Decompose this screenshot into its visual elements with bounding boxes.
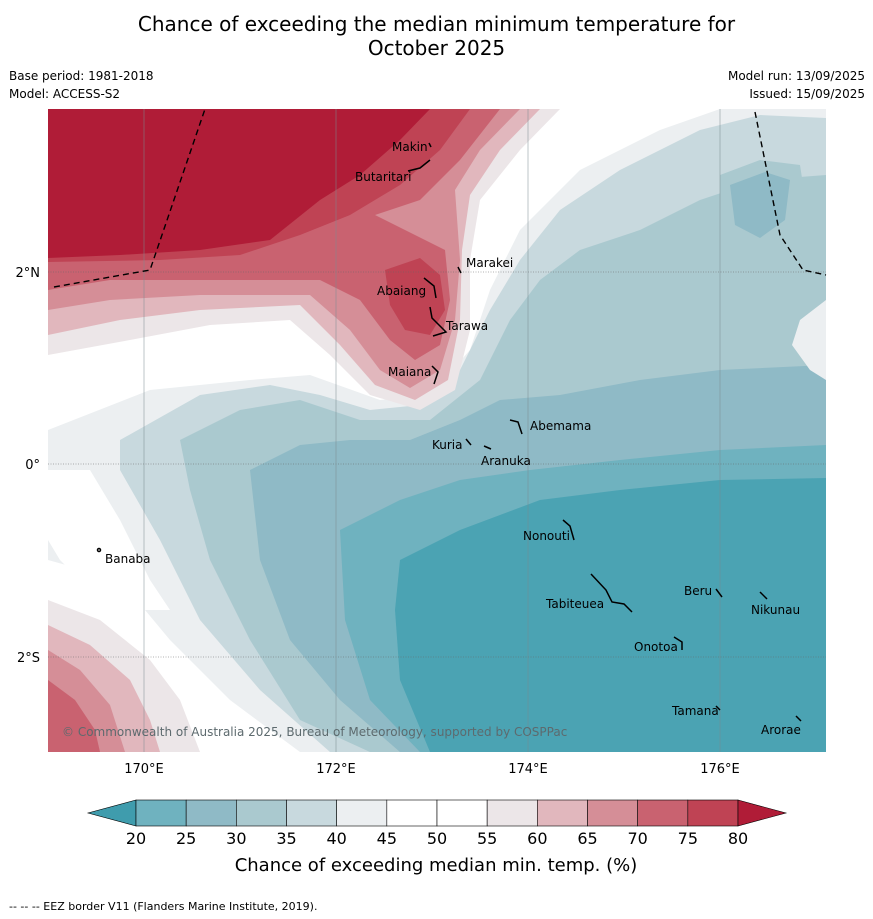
colorbar-bin	[637, 799, 689, 827]
band-lt-20	[395, 478, 826, 752]
island-arorae	[795, 715, 802, 722]
colorbar-tick-label: 40	[326, 829, 346, 848]
model-run: Model run: 13/09/2025	[727, 69, 865, 83]
map-title-line2: October 2025	[367, 36, 506, 60]
colorbar: 20 25 30 35 40 45 50 55 60 65 70 75 80	[86, 799, 788, 848]
island-abaiang	[423, 277, 437, 299]
meta-right: Model run: 13/09/2025 Issued: 15/09/2025	[728, 67, 865, 103]
issued-date: Issued: 15/09/2025	[749, 87, 865, 101]
lon-tick-176: 176°E	[700, 762, 740, 777]
label-abemama: Abemama	[530, 419, 591, 433]
colorbar-tick-label: 35	[276, 829, 296, 848]
colorbar-tick-label: 70	[627, 829, 647, 848]
lon-tick-174: 174°E	[508, 762, 548, 777]
island-maiana	[431, 365, 439, 385]
island-kuria	[465, 438, 472, 446]
label-nonouti: Nonouti	[523, 529, 570, 543]
label-kuria: Kuria	[432, 438, 463, 452]
lon-tick-labels: 170°E 172°E 174°E 176°E	[124, 762, 740, 777]
copyright-notice: © Commonwealth of Australia 2025, Bureau…	[62, 725, 567, 739]
label-tarawa: Tarawa	[445, 319, 488, 333]
label-makin: Makin	[392, 140, 428, 154]
band-gt-80	[48, 109, 430, 258]
colorbar-tick-label: 30	[226, 829, 246, 848]
colorbar-bin	[687, 799, 739, 827]
meridians	[143, 109, 721, 752]
lat-tick-2n: 2°N	[16, 266, 41, 281]
sw-band-70	[48, 680, 100, 752]
eez-footnote: -- -- -- EEZ border V11 (Flanders Marine…	[9, 900, 318, 913]
colorbar-bin	[135, 799, 187, 827]
colorbar-bin	[185, 799, 237, 827]
label-tamana: Tamana	[671, 704, 719, 718]
colorbar-bin	[436, 799, 488, 827]
forecast-field	[48, 109, 826, 752]
island-aranuka	[483, 445, 492, 450]
colorbar-tick-label: 75	[678, 829, 698, 848]
island-abemama	[509, 419, 523, 435]
island-tabiteuea	[590, 573, 633, 613]
map-title-line1: Chance of exceeding the median minimum t…	[137, 12, 736, 36]
map-title: Chance of exceeding the median minimum t…	[0, 12, 873, 60]
colorbar-tick-label: 80	[728, 829, 748, 848]
island-nonouti	[562, 519, 575, 541]
model-name: Model: ACCESS-S2	[9, 87, 121, 101]
island-onotoa	[673, 636, 683, 650]
island-makin	[428, 142, 432, 148]
gridlines	[48, 271, 826, 658]
colorbar-tick-label: 60	[527, 829, 547, 848]
patch-e-white	[792, 300, 826, 380]
west-white	[48, 470, 170, 610]
eez-border	[53, 108, 827, 288]
label-nikunau: Nikunau	[751, 603, 800, 617]
label-marakei: Marakei	[466, 256, 513, 270]
colorbar-tick-label: 50	[427, 829, 447, 848]
label-aranuka: Aranuka	[481, 454, 531, 468]
colorbar-extend-high	[737, 799, 788, 827]
island-tarawa	[429, 306, 448, 337]
colorbar-tick-label: 45	[377, 829, 397, 848]
label-maiana: Maiana	[388, 365, 431, 379]
island-banaba	[96, 547, 102, 553]
colorbar-bin	[486, 799, 538, 827]
colorbar-bin	[537, 799, 588, 827]
label-butaritari: Butaritari	[355, 170, 412, 184]
island-butaritari	[407, 159, 431, 172]
place-labels: Makin Butaritari Marakei Abaiang Tarawa …	[105, 140, 801, 737]
label-onotoa: Onotoa	[634, 640, 678, 654]
colorbar-bin	[587, 799, 638, 827]
island-tamana	[715, 705, 721, 711]
colorbar-extend-low	[86, 799, 137, 827]
colorbar-tick-label: 20	[126, 829, 146, 848]
patch-abaiang-75	[385, 258, 445, 335]
island-nikunau	[759, 591, 768, 600]
base-period: Base period: 1981-2018	[9, 69, 154, 83]
lat-tick-0: 0°	[25, 458, 40, 473]
colorbar-tick-label: 55	[477, 829, 497, 848]
colorbar-tick-label: 25	[176, 829, 196, 848]
lat-tick-labels: 2°N 0° 2°S	[16, 266, 41, 666]
colorbar-label: Chance of exceeding median min. temp. (%…	[235, 855, 638, 876]
lat-tick-2s: 2°S	[17, 651, 40, 666]
islands	[96, 142, 802, 722]
label-banaba: Banaba	[105, 552, 151, 566]
label-beru: Beru	[684, 584, 712, 598]
colorbar-bin	[336, 799, 388, 827]
lon-tick-172: 172°E	[316, 762, 356, 777]
label-abaiang: Abaiang	[377, 284, 426, 298]
meta-left: Base period: 1981-2018 Model: ACCESS-S2	[9, 67, 154, 103]
island-beru	[715, 588, 723, 598]
lon-tick-170: 170°E	[124, 762, 164, 777]
island-marakei	[457, 266, 462, 274]
label-tabiteuea: Tabiteuea	[545, 597, 604, 611]
colorbar-bin	[286, 799, 337, 827]
label-arorae: Arorae	[761, 723, 801, 737]
colorbar-bin	[236, 799, 287, 827]
patch-ne-25	[730, 172, 790, 238]
colorbar-bin	[386, 799, 438, 827]
colorbar-tick-label: 65	[577, 829, 597, 848]
